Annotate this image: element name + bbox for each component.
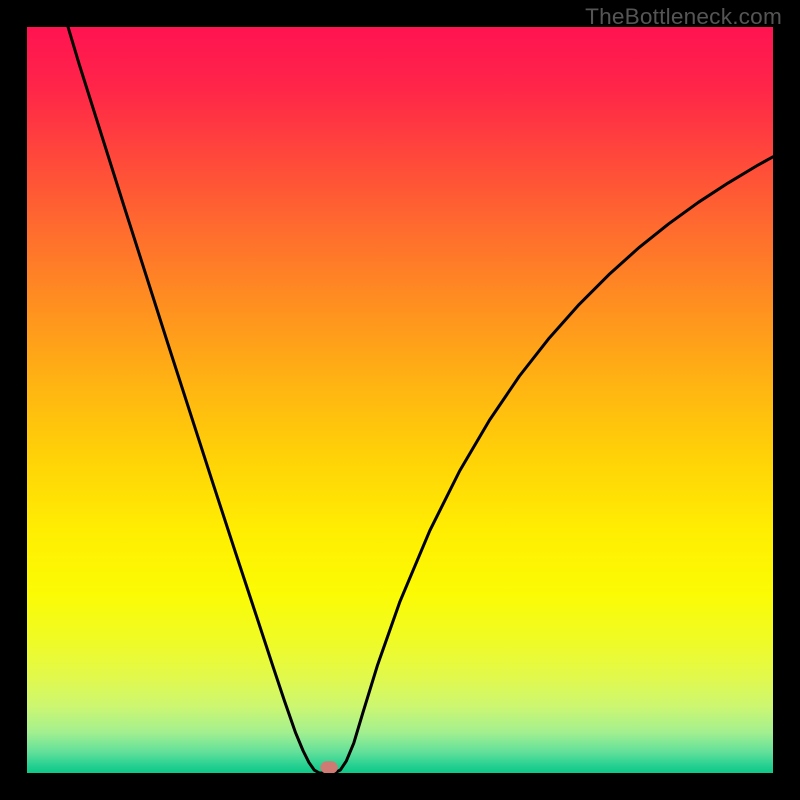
gradient-background — [27, 27, 773, 773]
watermark-text: TheBottleneck.com — [585, 4, 782, 30]
plot-area — [27, 27, 773, 773]
chart-frame: TheBottleneck.com — [0, 0, 800, 800]
optimal-marker — [321, 762, 337, 773]
bottleneck-chart — [27, 27, 773, 773]
